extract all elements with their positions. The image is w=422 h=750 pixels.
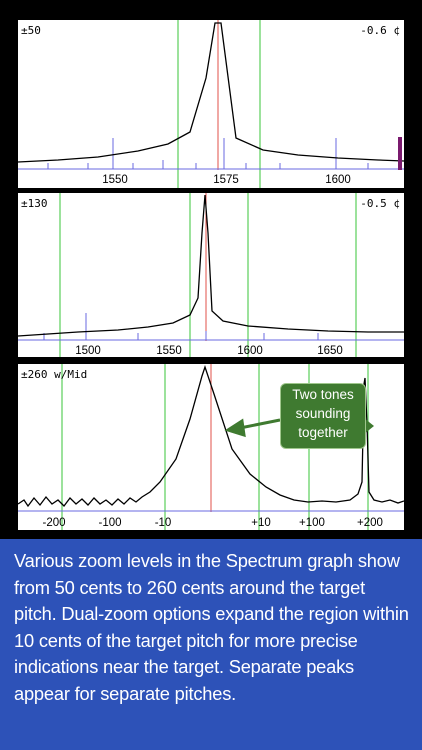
callout-arrowhead-left [224, 418, 246, 438]
spectrum-graph-2: 1500 1550 1600 1650 [18, 193, 404, 357]
spectrum-panel-zoom-130[interactable]: 1500 1550 1600 1650 ±130 -0.5 ¢ [18, 193, 404, 357]
spectrum-graph-1: 1550 1575 1600 [18, 20, 404, 188]
zoom-range-label: ±50 [21, 24, 41, 37]
x-tick-label: 1600 [237, 345, 263, 357]
x-tick-label: 1550 [102, 174, 128, 186]
cents-offset-readout: -0.6 ¢ [360, 24, 400, 37]
spectrum-panel-zoom-50[interactable]: 1550 1575 1600 ±50 -0.6 ¢ [18, 20, 404, 188]
callout-arrow-left [239, 418, 281, 430]
x-tick-label: 1550 [156, 345, 182, 357]
two-tones-callout: Two tones sounding together [280, 383, 366, 449]
x-tick-label: 1650 [317, 345, 343, 357]
x-tick-label: -200 [42, 517, 65, 529]
cents-offset-readout: -0.5 ¢ [360, 197, 400, 210]
spectrum-curve [18, 194, 404, 337]
x-tick-label: -10 [155, 517, 172, 529]
x-tick-label: 1500 [75, 345, 101, 357]
x-tick-label: 1600 [325, 174, 351, 186]
spectrum-curve [18, 22, 404, 163]
x-tick-label: +200 [357, 517, 383, 529]
zoom-range-label: ±130 [21, 197, 48, 210]
callout-arrowhead-right [364, 418, 374, 434]
feature-caption: Various zoom levels in the Spectrum grap… [0, 539, 422, 750]
x-tick-label: -100 [98, 517, 121, 529]
spectrum-panel-zoom-260-mid[interactable]: -200 -100 -10 +10 +100 +200 ±260 w/Mid T… [18, 364, 404, 530]
level-indicator [398, 137, 402, 170]
x-tick-label: +100 [299, 517, 325, 529]
zoom-range-label: ±260 w/Mid [21, 368, 88, 381]
x-tick-label: 1575 [213, 174, 239, 186]
x-tick-label: +10 [251, 517, 271, 529]
